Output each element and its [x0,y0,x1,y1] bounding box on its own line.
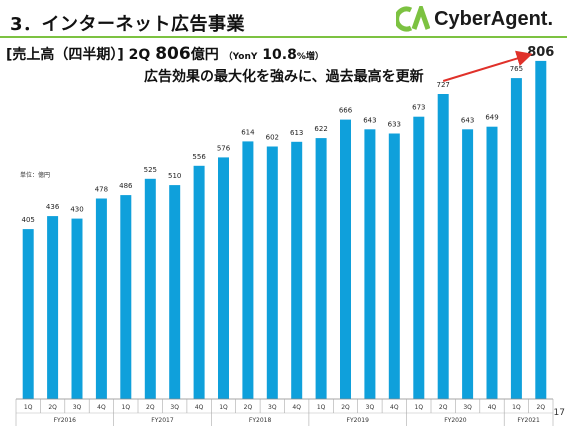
fiscal-year-label: FY2016 [54,417,77,424]
fiscal-year-label: FY2018 [249,417,272,424]
bar [120,195,132,399]
bar [388,133,400,399]
headline-yoy-value: 10.8 [262,47,297,63]
bar-value-label: 673 [412,104,425,112]
headline-quarter: 2Q [128,47,151,63]
quarter-tick-label: 3Q [463,404,472,411]
bar [315,138,327,399]
bar [47,216,59,399]
bar [22,229,34,399]
bar-value-label: 405 [22,216,35,224]
quarter-tick-label: 1Q [122,404,131,411]
bar [95,198,107,399]
bar-value-label: 649 [485,114,498,122]
bar-value-label: 806 [527,45,554,60]
bar [462,129,474,400]
bar [364,129,376,400]
cyberagent-logo-icon [396,6,431,32]
quarter-tick-label: 4Q [488,404,497,411]
bar-value-label: 602 [266,134,279,142]
bar [291,141,303,400]
headline-unit: 億円 [190,47,219,63]
bar-value-label: 765 [510,65,523,73]
quarter-tick-label: 4Q [292,404,301,411]
quarter-tick-label: 1Q [317,404,326,411]
cyberagent-logo: CyberAgent. [396,6,553,32]
bar-value-label: 727 [437,81,450,89]
quarter-tick-label: 2Q [244,404,253,411]
bar-value-label: 666 [339,107,353,115]
fiscal-year-label: FY2019 [347,417,370,424]
fiscal-year-label: FY2017 [151,417,174,424]
bar-value-label: 556 [192,153,206,161]
headline-yoy-open: （YonY [223,52,258,62]
quarter-tick-label: 1Q [219,404,228,411]
quarter-tick-label: 3Q [366,404,375,411]
bar-value-label: 613 [290,129,303,137]
bar [144,178,156,399]
bar [218,157,229,399]
page-number: 17 [553,408,565,418]
quarter-tick-label: 2Q [48,404,57,411]
quarter-tick-label: 3Q [268,404,277,411]
headline: [売上高（四半期）] 2Q 806億円 （YonY 10.8%増） [6,44,324,64]
brand-name: CyberAgent. [434,7,553,30]
page-title: 3．インターネット広告事業 [10,14,246,35]
quarter-tick-label: 2Q [341,404,350,411]
bar [486,126,498,399]
bar [535,60,547,400]
bar-value-label: 622 [314,125,327,133]
quarter-tick-label: 1Q [415,404,424,411]
bar-value-label: 510 [168,172,181,180]
bar [340,119,351,399]
quarter-tick-label: 2Q [537,404,546,411]
bar-value-label: 576 [217,144,231,152]
bar [193,165,205,399]
bar-value-label: 430 [70,206,83,214]
bar-value-label: 486 [119,182,133,190]
bar [413,116,425,399]
bar [169,185,181,399]
quarter-tick-label: 2Q [146,404,155,411]
bar-value-label: 614 [241,128,255,136]
growth-arrow [442,50,533,82]
bar [266,146,278,399]
quarter-tick-label: 3Q [170,404,179,411]
bar [71,218,83,399]
bar [437,94,449,399]
bar-value-label: 643 [363,116,376,124]
bar-value-label: 436 [46,203,60,211]
title-underline [0,36,567,38]
headline-bracket: [売上高（四半期）] [6,47,124,63]
quarter-tick-label: 4Q [390,404,399,411]
bar-value-label: 525 [144,166,157,174]
bar-value-label: 478 [95,186,108,194]
headline-value: 806 [155,44,191,64]
quarter-tick-label: 3Q [73,404,82,411]
quarter-tick-label: 4Q [195,404,204,411]
fiscal-year-label: FY2021 [517,417,540,424]
bar-value-label: 643 [461,116,474,124]
bar-value-label: 633 [388,121,401,129]
bar [242,141,254,399]
headline-yoy-close: %増） [296,52,324,62]
unit-label: 単位：億円 [20,172,51,179]
bar [510,78,522,399]
headline-subline: 広告効果の最大化を強みに、過去最高を更新 [144,69,424,85]
quarter-tick-label: 2Q [439,404,448,411]
quarter-tick-label: 4Q [97,404,106,411]
fiscal-year-label: FY2020 [444,417,467,424]
quarter-tick-label: 1Q [512,404,521,411]
quarter-tick-label: 1Q [24,404,33,411]
